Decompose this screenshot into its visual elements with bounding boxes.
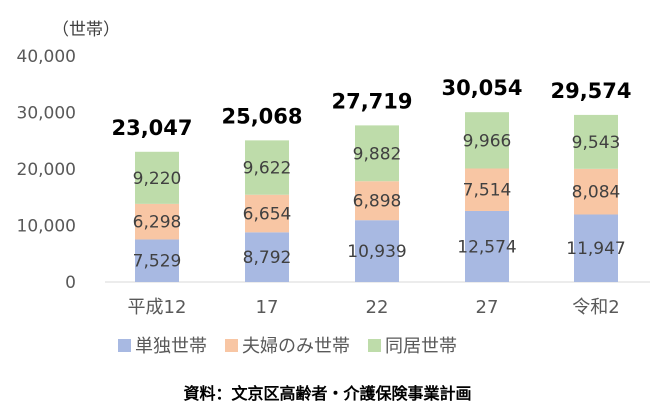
bar-segment	[355, 181, 399, 221]
bar-segment	[355, 220, 399, 282]
legend-label-single: 単独世帯	[135, 336, 207, 357]
bar-segment-label: 6,898	[353, 192, 402, 212]
y-tick-label: 30,000	[17, 104, 76, 124]
legend-item-couple: 夫婦のみ世帯	[225, 332, 350, 358]
source-note: 資料：文京区高齢者・介護保険事業計画	[183, 384, 472, 403]
bar-segment-label: 7,514	[463, 181, 512, 201]
x-tick-label: 27	[476, 297, 499, 318]
bar-total-label: 25,068	[221, 104, 302, 128]
bar-segment-label: 9,882	[353, 144, 402, 164]
bar-segment-label: 6,298	[133, 213, 182, 233]
bar-segment-label: 9,966	[463, 131, 512, 151]
bar-segment-label: 9,543	[572, 133, 621, 153]
bar-segment	[574, 214, 618, 282]
bar-segment	[465, 210, 509, 282]
bar-segment-label: 10,939	[347, 242, 406, 262]
legend-label-couple: 夫婦のみ世帯	[242, 336, 350, 357]
legend: 単独世帯 夫婦のみ世帯 同居世帯	[118, 332, 475, 358]
bar-segment-label: 9,220	[133, 169, 182, 189]
bar-segment	[135, 239, 179, 282]
bar-segment	[574, 114, 618, 169]
bar-segment	[245, 232, 289, 282]
y-tick-label: 0	[65, 273, 76, 293]
legend-item-single: 単独世帯	[118, 332, 207, 358]
bar-segment-label: 9,622	[243, 159, 292, 179]
bar-segment	[465, 112, 509, 169]
x-tick-label: 17	[256, 297, 279, 318]
bar-segment	[135, 203, 179, 240]
bar-segment-label: 6,654	[243, 205, 292, 225]
bar-segment-label: 12,574	[457, 237, 516, 257]
bar-segment	[245, 194, 289, 233]
bar-segment	[135, 151, 179, 204]
bar-segment-label: 8,792	[243, 248, 292, 268]
bar-segment	[245, 140, 289, 195]
legend-swatch-couple	[225, 338, 238, 352]
y-tick-label: 10,000	[17, 217, 76, 237]
x-tick-label: 令和2	[572, 297, 619, 318]
bar-total-label: 30,054	[441, 76, 522, 100]
bar-segment-label: 11,947	[566, 239, 625, 259]
bar-total-label: 23,047	[111, 116, 192, 140]
legend-swatch-single	[118, 338, 131, 352]
y-tick-label: 40,000	[17, 47, 76, 67]
bar-segment	[465, 168, 509, 211]
bar-segment-label: 7,529	[133, 252, 182, 272]
bar-segment	[574, 168, 618, 215]
legend-label-cohabit: 同居世帯	[385, 336, 457, 357]
x-tick-label: 22	[366, 297, 389, 318]
y-tick-label: 20,000	[17, 160, 76, 180]
bar-segment-label: 8,084	[572, 183, 621, 203]
legend-item-cohabit: 同居世帯	[368, 332, 457, 358]
x-tick-label: 平成12	[128, 297, 187, 318]
legend-swatch-cohabit	[368, 338, 381, 352]
bar-segment	[355, 125, 399, 182]
bar-total-label: 29,574	[550, 79, 631, 103]
stacked-bar-chart: （世帯） 0 10,000 20,000 30,000 40,000 7,529 6,29…	[17, 20, 650, 318]
bar-total-label: 27,719	[331, 89, 412, 113]
y-axis-unit-label: （世帯）	[52, 20, 120, 40]
